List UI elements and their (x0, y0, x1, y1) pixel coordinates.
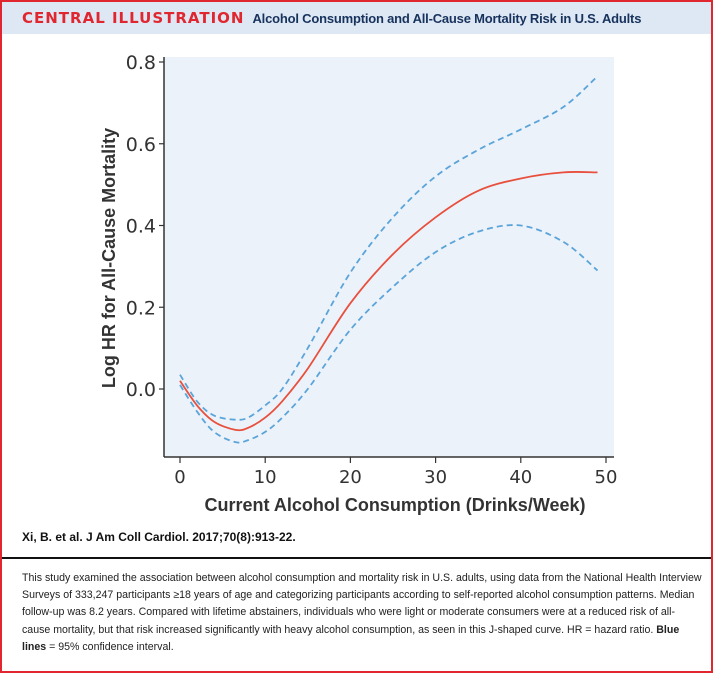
illustration-title: Alcohol Consumption and All-Cause Mortal… (252, 10, 642, 26)
lower-ci-line (179, 224, 599, 444)
x-tick-label: 0 (174, 467, 185, 488)
x-tick-label: 10 (254, 467, 277, 488)
axes: 0.0 0.2 0.4 0.6 0.8 0 10 20 30 40 50 (126, 52, 618, 488)
y-tick-label: 0.4 (126, 216, 156, 238)
caption: This study examined the association betw… (22, 570, 702, 656)
citation: Xi, B. et al. J Am Coll Cardiol. 2017;70… (22, 530, 296, 544)
y-tick-label: 0.2 (126, 297, 156, 319)
x-tick-label: 50 (595, 467, 618, 488)
estimate-line (179, 171, 598, 432)
header-bar: CENTRAL ILLUSTRATION Alcohol Consumption… (2, 2, 711, 34)
chart: 0.0 0.2 0.4 0.6 0.8 0 10 20 30 40 50 Current Alcoh… (99, 52, 618, 515)
x-tick-label: 40 (509, 467, 532, 488)
caption-tail: = 95% confidence interval. (46, 640, 174, 653)
central-illustration-tag: CENTRAL ILLUSTRATION (22, 9, 245, 27)
x-axis-label: Current Alcohol Consumption (Drinks/Week… (204, 495, 585, 515)
x-tick-label: 20 (339, 467, 362, 488)
series-lines (179, 75, 599, 444)
caption-text: This study examined the association betw… (22, 572, 702, 636)
divider (2, 557, 711, 559)
y-axis-label: Log HR for All-Cause Mortality (99, 128, 119, 388)
x-tick-label: 30 (424, 467, 447, 488)
y-tick-label: 0.6 (126, 134, 156, 156)
caption-bold-term: Blue lines (22, 623, 680, 653)
y-tick-label: 0.8 (126, 52, 156, 74)
y-tick-label: 0.0 (126, 379, 156, 401)
upper-ci-line (179, 75, 599, 421)
